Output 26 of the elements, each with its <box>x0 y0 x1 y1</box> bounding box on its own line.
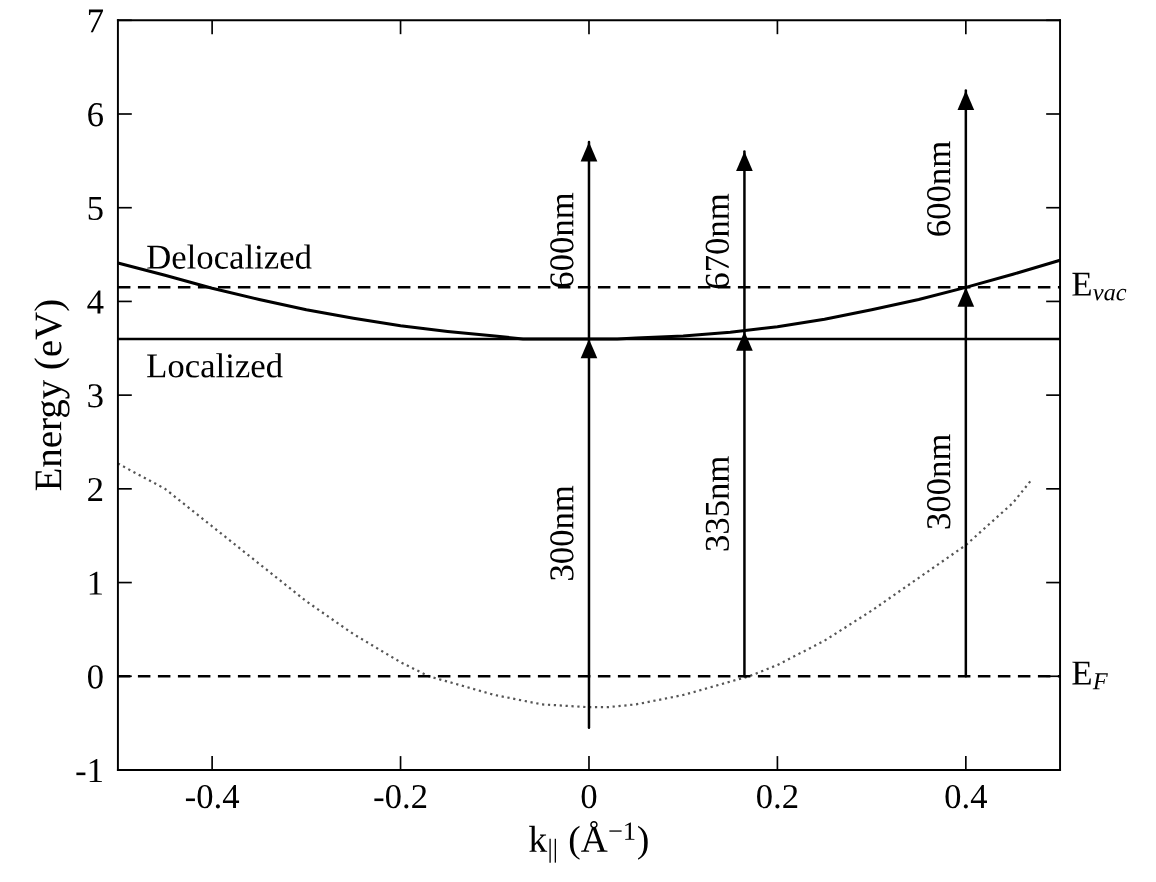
x-tick-label: 0 <box>581 784 597 809</box>
annotation: 600nm <box>927 141 951 236</box>
annotation: 670nm <box>705 193 730 289</box>
y-axis-title: Energy (eV) <box>34 300 70 491</box>
y-tick-label: 5 <box>88 197 103 221</box>
y-tick-label: 2 <box>88 477 103 501</box>
x-tick-label: 0.2 <box>757 784 798 809</box>
y-tick-label: 3 <box>88 384 103 408</box>
y-tick-label: 1 <box>89 571 102 595</box>
x-tick-label: -0.4 <box>185 784 240 809</box>
ref-line-label: E$_{vac}$ <box>1072 272 1127 301</box>
annotation: 300nm <box>927 434 951 529</box>
annotation: Localized <box>147 353 283 378</box>
x-tick-label: 0.4 <box>945 784 987 809</box>
y-tick-label: 7 <box>88 9 104 33</box>
annotation: 335nm <box>705 456 730 551</box>
annotation: Delocalized <box>147 244 312 269</box>
annotation: 300nm <box>550 485 574 580</box>
ref-line-label: E$_{F}$ <box>1072 661 1108 690</box>
y-tick-label: 6 <box>88 103 103 127</box>
y-tick-label: -1 <box>76 759 102 783</box>
annotation: 600nm <box>550 192 574 288</box>
x-axis-title: k$_{||}$ (Å$^{−1}$) <box>529 820 648 863</box>
y-tick-label: 4 <box>87 290 104 314</box>
y-tick-label: 0 <box>87 665 103 689</box>
x-tick-label: -0.2 <box>374 784 427 809</box>
